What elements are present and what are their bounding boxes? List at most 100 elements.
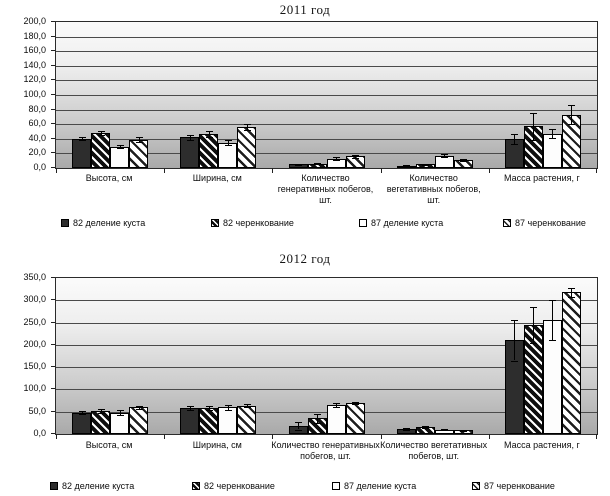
error-bar	[246, 403, 248, 408]
error-bar-cap	[97, 412, 105, 414]
chart-title: 2012 год	[279, 251, 331, 266]
error-bar	[571, 105, 573, 125]
legend-item: 87 черенкование	[472, 481, 555, 491]
error-bar	[571, 287, 573, 297]
y-tick-label: 350,0	[23, 272, 46, 282]
legend-marker-hatch-bold-icon	[192, 482, 200, 490]
error-bar-cap	[116, 415, 124, 417]
legend-label: 87 деление куста	[344, 481, 417, 491]
y-tick-mark	[51, 433, 55, 434]
error-bar-cap	[549, 300, 557, 302]
error-bar-cap	[314, 164, 321, 166]
error-bar-cap	[135, 409, 143, 410]
gridline	[56, 345, 597, 346]
error-bar-cap	[78, 413, 86, 415]
error-bar	[355, 154, 356, 158]
error-bar-cap	[243, 403, 251, 405]
gridline	[56, 110, 597, 111]
error-bar-cap	[333, 157, 340, 159]
error-bar	[444, 154, 446, 157]
error-bar-cap	[295, 429, 302, 431]
y-tick-mark	[51, 277, 55, 278]
chart-2012: 2012 год 0,0 50,0 100,0 150,0 200,0 250,0 300,…	[0, 248, 610, 496]
chart-title: 2011 год	[279, 2, 331, 17]
error-bar-cap	[243, 124, 251, 126]
error-bar	[81, 411, 83, 414]
x-tick-mark	[596, 168, 597, 173]
error-bar-cap	[530, 307, 538, 308]
bar	[72, 138, 92, 168]
y-tick-label: 200,0	[23, 339, 46, 349]
error-bar-cap	[441, 157, 449, 159]
chart-2011: 2011 год 0,0 20,0 40,0 60,0 80,0 100,0 120,0 14…	[0, 2, 610, 230]
x-tick-mark	[489, 434, 490, 439]
y-tick-label: 50,0	[28, 406, 46, 416]
error-bar-cap	[116, 145, 124, 147]
legend-item: 87 черенкование	[503, 218, 586, 228]
gridline	[56, 389, 597, 390]
error-bar	[208, 406, 210, 410]
x-category-label: Количество вегетативных побегов, шт.	[386, 173, 481, 205]
error-bar-cap	[205, 136, 213, 138]
bar	[237, 405, 257, 434]
legend-marker-hatch-light-icon	[472, 482, 480, 490]
x-category-label: Масса растения, г	[503, 173, 580, 183]
error-bar-cap	[97, 130, 105, 132]
gridline	[56, 37, 597, 38]
error-bar-cap	[530, 113, 538, 115]
legend-label: 87 деление куста	[371, 218, 444, 228]
error-bar-cap	[97, 409, 105, 410]
bar	[218, 142, 238, 168]
error-bar	[119, 145, 121, 149]
y-tick-mark	[51, 65, 55, 66]
y-tick-mark	[51, 167, 55, 168]
error-bar-cap	[135, 141, 143, 143]
y-tick-mark	[51, 388, 55, 389]
x-category-label: Количество вегетативных побегов, шт.	[380, 440, 488, 461]
bar	[199, 133, 219, 168]
bar	[237, 127, 257, 168]
legend: 82 деление куста 82 черенкование 87 делени…	[0, 218, 610, 230]
legend-label: 82 черенкование	[223, 218, 294, 228]
legend-marker-solid-icon	[61, 219, 69, 227]
error-bar	[533, 113, 535, 140]
error-bar-cap	[205, 130, 213, 132]
error-bar-cap	[403, 165, 411, 167]
error-bar-cap	[460, 431, 468, 433]
legend-marker-white-icon	[359, 219, 367, 227]
y-tick-mark	[51, 344, 55, 345]
legend-item: 82 черенкование	[192, 481, 275, 491]
x-tick-mark	[56, 434, 57, 439]
y-tick-label: 300,0	[23, 294, 46, 304]
x-tick-mark	[164, 434, 165, 439]
error-bar	[227, 140, 229, 145]
error-bar-cap	[78, 140, 86, 142]
error-bar	[100, 409, 102, 413]
bar	[180, 137, 200, 168]
gridline	[56, 124, 597, 125]
error-bar-cap	[511, 133, 519, 135]
error-bar-cap	[441, 430, 449, 432]
gridline	[56, 367, 597, 368]
gridline	[56, 95, 597, 96]
gridline	[56, 300, 597, 301]
error-bar-cap	[549, 138, 557, 140]
error-bar	[514, 320, 516, 361]
x-category-label: Ширина, см	[192, 173, 242, 183]
error-bar-cap	[511, 143, 519, 145]
error-bar	[336, 403, 337, 407]
x-tick-mark	[596, 434, 597, 439]
error-bar	[317, 413, 318, 423]
y-tick-label: 60,0	[28, 118, 46, 128]
error-bar	[100, 130, 102, 136]
error-bar-cap	[530, 342, 538, 344]
error-bar	[355, 401, 356, 405]
y-tick-label: 140,0	[23, 60, 46, 70]
error-bar-cap	[352, 154, 359, 156]
y-tick-mark	[51, 123, 55, 124]
bar	[326, 405, 346, 434]
legend: 82 деление куста 82 черенкование 87 делени…	[0, 481, 610, 493]
legend-item: 87 деление куста	[359, 218, 443, 228]
y-tick-mark	[51, 411, 55, 412]
